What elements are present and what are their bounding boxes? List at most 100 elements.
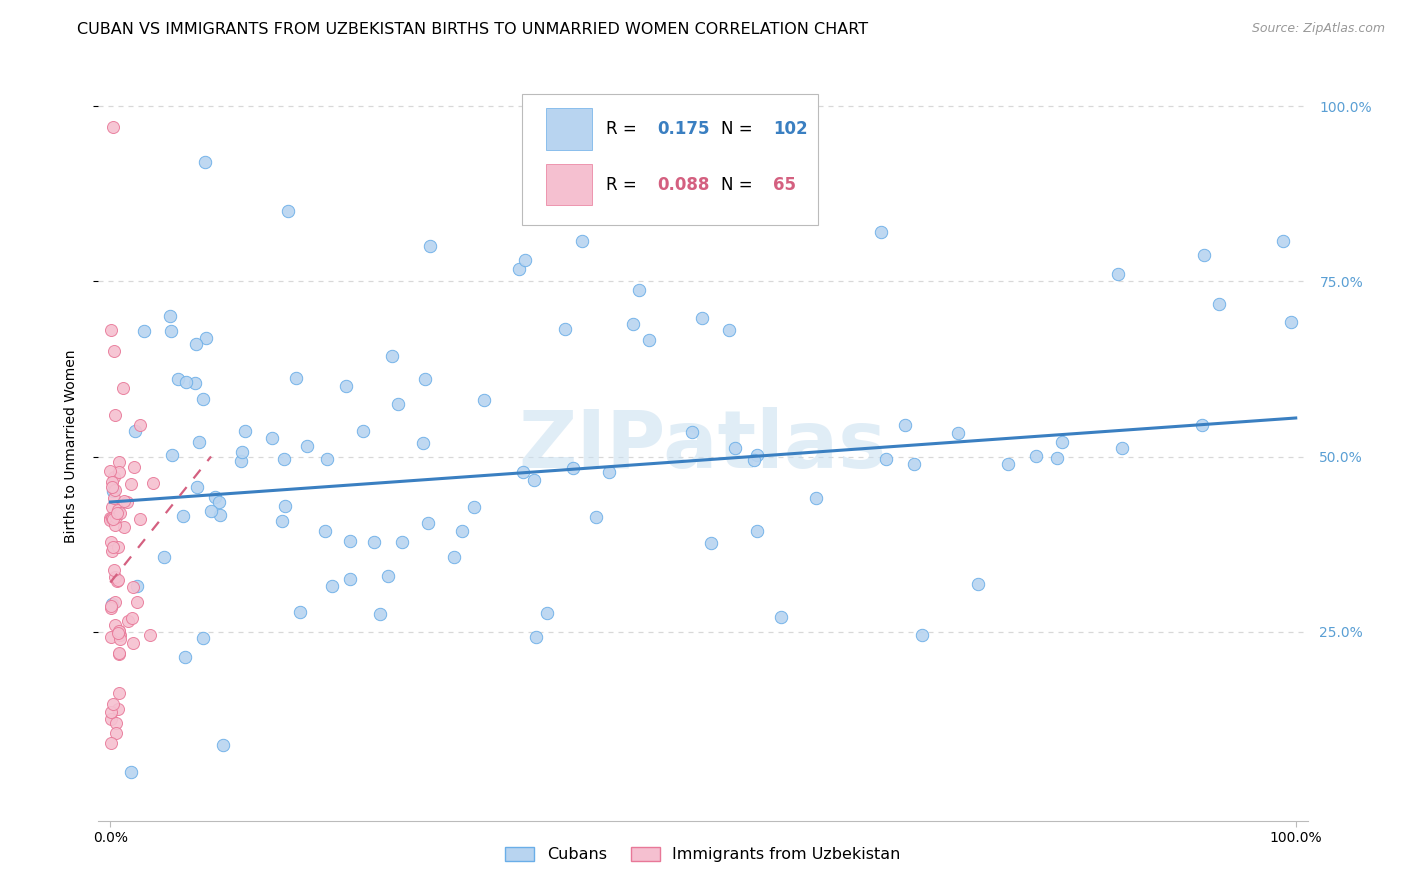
Point bbox=[103, 491, 125, 505]
FancyBboxPatch shape bbox=[546, 164, 592, 205]
Point bbox=[101, 697, 124, 711]
Point bbox=[585, 510, 607, 524]
Point bbox=[98, 464, 121, 478]
Point bbox=[194, 331, 217, 345]
Text: 65: 65 bbox=[773, 176, 796, 194]
Point bbox=[100, 705, 122, 719]
Point bbox=[718, 323, 741, 337]
Point bbox=[377, 569, 399, 583]
Point bbox=[129, 417, 152, 432]
Point bbox=[681, 425, 703, 439]
Text: 102: 102 bbox=[773, 120, 808, 138]
Point bbox=[747, 448, 769, 462]
Point bbox=[1046, 450, 1069, 465]
Point bbox=[1107, 268, 1129, 282]
Point bbox=[107, 574, 129, 588]
Point bbox=[162, 448, 184, 462]
Point bbox=[120, 764, 142, 779]
Point bbox=[363, 535, 385, 549]
Point bbox=[108, 506, 131, 520]
Point bbox=[104, 518, 127, 533]
Point bbox=[903, 457, 925, 471]
Point bbox=[321, 579, 343, 593]
Point bbox=[100, 323, 122, 337]
Point bbox=[100, 535, 122, 549]
Point bbox=[108, 646, 131, 660]
Point bbox=[598, 465, 620, 479]
Point bbox=[117, 614, 139, 628]
Point bbox=[108, 624, 131, 639]
Point bbox=[747, 524, 769, 538]
Point bbox=[105, 716, 128, 731]
Point bbox=[174, 375, 197, 389]
Point bbox=[103, 344, 125, 359]
Point bbox=[869, 226, 891, 240]
Point bbox=[101, 475, 124, 489]
Point bbox=[104, 595, 127, 609]
Point bbox=[191, 632, 214, 646]
Point bbox=[121, 636, 143, 650]
Point bbox=[184, 376, 207, 390]
Point bbox=[209, 508, 232, 522]
Text: 0.175: 0.175 bbox=[657, 120, 710, 138]
Point bbox=[103, 470, 125, 484]
Point bbox=[875, 452, 897, 467]
Point bbox=[1111, 441, 1133, 455]
Point bbox=[104, 483, 127, 497]
Point bbox=[271, 514, 294, 528]
Point bbox=[443, 550, 465, 565]
Point bbox=[107, 702, 129, 716]
Point bbox=[273, 452, 295, 467]
Point bbox=[1025, 449, 1047, 463]
Point bbox=[100, 630, 122, 644]
Point bbox=[416, 516, 439, 530]
Point bbox=[186, 480, 208, 494]
Point bbox=[111, 381, 134, 395]
Point bbox=[115, 495, 138, 509]
Point bbox=[512, 465, 534, 479]
Y-axis label: Births to Unmarried Women: Births to Unmarried Women bbox=[63, 350, 77, 542]
Point bbox=[524, 630, 547, 644]
Text: N =: N = bbox=[721, 176, 752, 194]
Point bbox=[562, 461, 585, 475]
Point bbox=[100, 597, 122, 611]
Point bbox=[391, 534, 413, 549]
Point bbox=[472, 393, 495, 408]
Point bbox=[387, 397, 409, 411]
Point bbox=[638, 333, 661, 347]
Text: ZIPatlas: ZIPatlas bbox=[519, 407, 887, 485]
Point bbox=[152, 549, 174, 564]
Point bbox=[231, 445, 253, 459]
Point bbox=[108, 647, 131, 661]
Point bbox=[187, 434, 209, 449]
Point bbox=[1279, 315, 1302, 329]
Point bbox=[172, 508, 194, 523]
Point bbox=[212, 738, 235, 752]
Point bbox=[132, 324, 155, 338]
Point bbox=[105, 510, 128, 524]
Point bbox=[381, 349, 404, 363]
Point bbox=[104, 618, 127, 632]
Point bbox=[184, 336, 207, 351]
Point bbox=[107, 465, 129, 479]
Point bbox=[101, 544, 124, 558]
Point bbox=[107, 541, 129, 555]
Text: Source: ZipAtlas.com: Source: ZipAtlas.com bbox=[1251, 22, 1385, 36]
Point bbox=[966, 577, 988, 591]
Point bbox=[100, 600, 122, 615]
Point bbox=[100, 599, 122, 613]
Text: N =: N = bbox=[721, 120, 752, 138]
Point bbox=[159, 310, 181, 324]
Point bbox=[122, 580, 145, 594]
Point bbox=[142, 476, 165, 491]
Point bbox=[101, 120, 124, 135]
Point bbox=[120, 476, 142, 491]
Point bbox=[122, 460, 145, 475]
Point bbox=[413, 372, 436, 386]
FancyBboxPatch shape bbox=[522, 94, 818, 225]
Point bbox=[204, 491, 226, 505]
Point bbox=[129, 512, 152, 526]
Point bbox=[101, 480, 124, 494]
Point bbox=[621, 317, 644, 331]
Point bbox=[105, 574, 128, 589]
